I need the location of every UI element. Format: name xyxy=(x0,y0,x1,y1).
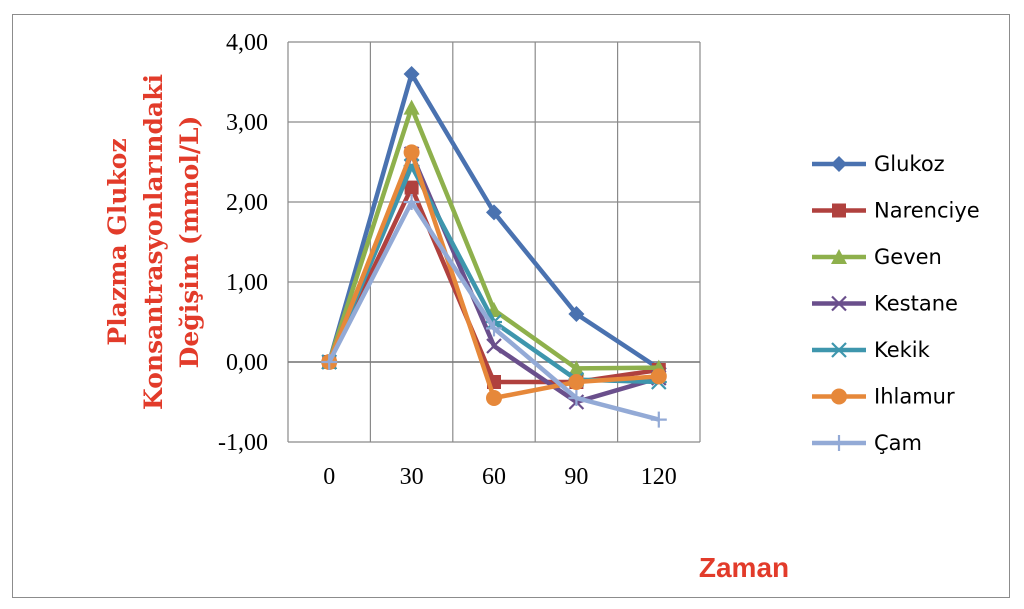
data-point xyxy=(486,320,502,337)
legend-label: Kestane xyxy=(874,292,958,316)
data-point xyxy=(486,390,502,406)
data-point xyxy=(831,249,847,264)
legend-item: Narenciye xyxy=(812,199,980,223)
legend-label: Geven xyxy=(874,245,942,269)
legend-item: Ihlamur xyxy=(812,385,955,409)
y-tick-label: 0,00 xyxy=(226,350,268,376)
data-point xyxy=(486,204,502,221)
data-point xyxy=(650,368,667,385)
legend-label: Narenciye xyxy=(874,199,980,223)
legend-item: Kestane xyxy=(812,292,958,316)
data-point xyxy=(568,374,585,390)
legend-label: Glukoz xyxy=(874,152,945,176)
legend-item: Geven xyxy=(812,245,942,269)
chart-frame xyxy=(12,14,1010,598)
data-point xyxy=(650,411,667,428)
x-axis-label: Zaman xyxy=(699,552,789,583)
legend-item: Glukoz xyxy=(812,152,945,176)
data-point xyxy=(568,360,585,376)
data-point xyxy=(831,295,847,312)
y-axis-label-line: Plazma Glukoz xyxy=(103,138,132,345)
x-tick-label: 120 xyxy=(641,464,677,490)
x-tick-label: 30 xyxy=(400,464,424,490)
legend-item: Çam xyxy=(812,431,922,455)
series-çam xyxy=(321,194,667,428)
legend: Glukoz Narenciye Geven Kestane Kekik Ihlamur Ç… xyxy=(812,152,980,455)
series-line xyxy=(327,163,659,385)
y-axis-label-line: Konsantrasyonlarındaki xyxy=(139,74,168,410)
data-point xyxy=(568,390,585,406)
data-point xyxy=(403,144,420,161)
y-tick-label: 2,00 xyxy=(226,190,268,216)
data-point xyxy=(831,388,847,405)
data-point xyxy=(321,354,338,370)
data-point xyxy=(831,156,847,172)
y-axis-label: Plazma Glukoz Konsantrasyonlarındaki Değiş… xyxy=(103,74,204,410)
x-tick-label: 90 xyxy=(564,464,588,490)
legend-item: Kekik xyxy=(812,338,931,362)
series-layer xyxy=(321,66,667,428)
data-point xyxy=(568,306,585,322)
data-point xyxy=(831,435,847,451)
data-point xyxy=(403,99,420,115)
y-tick-label: 4,00 xyxy=(226,30,268,56)
y-tick-label: -1,00 xyxy=(218,430,268,456)
data-point xyxy=(831,342,847,358)
y-tick-label: 1,00 xyxy=(226,270,268,296)
tick-labels: 4,00 3,00 2,00 1,00 0,00 -1,00 0 30 60 90 120 xyxy=(218,30,677,490)
x-tick-label: 0 xyxy=(323,464,335,490)
legend-label: Çam xyxy=(874,431,922,455)
y-tick-label: 3,00 xyxy=(226,110,268,136)
x-tick-label: 60 xyxy=(482,464,506,490)
data-point xyxy=(403,194,420,210)
legend-label: Kekik xyxy=(874,338,931,362)
y-axis-label-line: Değişim (mmol/L) xyxy=(175,116,204,369)
data-point xyxy=(832,203,846,218)
data-point xyxy=(486,338,502,354)
data-point xyxy=(403,66,420,82)
data-point xyxy=(404,180,419,195)
legend-label: Ihlamur xyxy=(874,385,955,409)
